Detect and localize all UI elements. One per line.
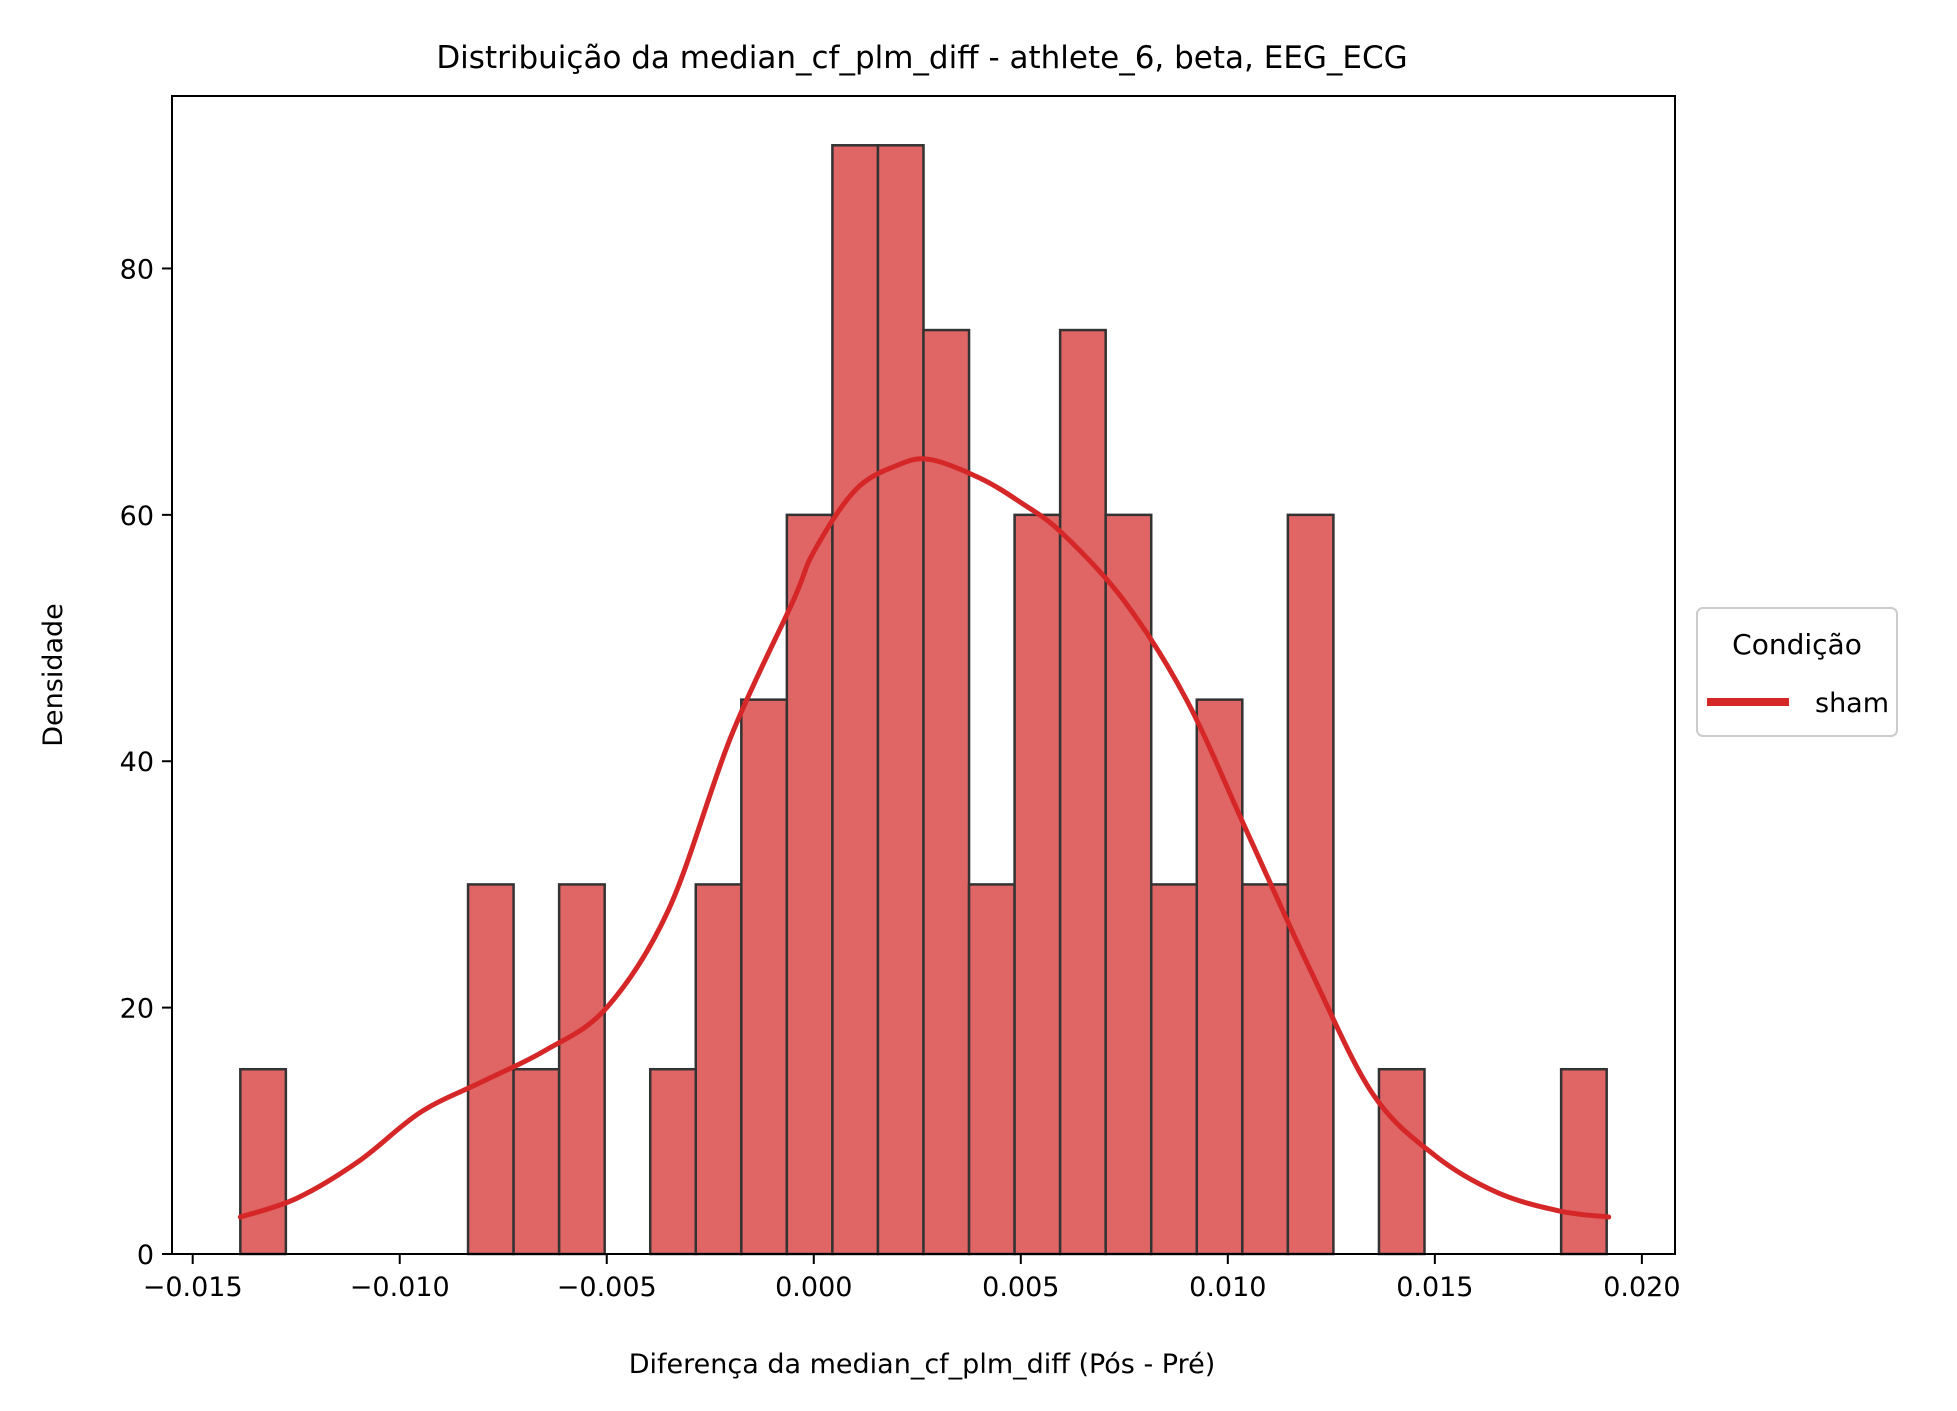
histogram-bars bbox=[239, 144, 1608, 1256]
histogram-bar bbox=[1241, 883, 1290, 1256]
x-tick-label: 0.020 bbox=[1603, 1272, 1680, 1303]
histogram-bar bbox=[512, 1067, 561, 1256]
x-tick-label: 0.015 bbox=[1396, 1272, 1473, 1303]
y-tick-label: 20 bbox=[120, 994, 154, 1025]
histogram-bar bbox=[785, 513, 834, 1256]
y-axis-label: Densidade bbox=[38, 603, 69, 747]
legend-title: Condição bbox=[1732, 628, 1862, 661]
plot-area-frame bbox=[171, 95, 1676, 1255]
x-tick-label: 0.000 bbox=[775, 1272, 852, 1303]
y-axis-ticks: 0 20 40 60 80 bbox=[120, 254, 172, 1271]
histogram-bar bbox=[1104, 513, 1153, 1256]
y-tick-label: 60 bbox=[120, 501, 154, 532]
x-tick-label: 0.010 bbox=[1189, 1272, 1266, 1303]
histogram-bar bbox=[740, 698, 789, 1256]
legend: Condição sham bbox=[1696, 607, 1898, 737]
histogram-bar bbox=[1149, 883, 1199, 1256]
x-axis-ticks: −0.015 −0.010 −0.005 0.000 0.005 0.010 0.015 0.… bbox=[143, 1254, 1681, 1303]
y-tick-label: 40 bbox=[120, 747, 154, 778]
y-tick-label: 80 bbox=[120, 254, 154, 285]
histogram-bar bbox=[1559, 1067, 1608, 1256]
histogram-bar bbox=[694, 883, 743, 1256]
histogram-bar bbox=[557, 883, 606, 1256]
histogram-bar bbox=[1377, 1067, 1426, 1256]
chart-title: Distribuição da median_cf_plm_diff - ath… bbox=[436, 40, 1407, 76]
kde-curve-sham bbox=[237, 456, 1612, 1220]
histogram-bar bbox=[1013, 513, 1062, 1256]
histogram-bar bbox=[1195, 698, 1244, 1256]
histogram-bar bbox=[239, 1067, 288, 1256]
histogram-bar bbox=[648, 1067, 698, 1256]
x-tick-label: −0.015 bbox=[143, 1272, 243, 1303]
y-tick-label: 0 bbox=[137, 1240, 154, 1271]
histogram-bar bbox=[967, 883, 1016, 1256]
x-tick-label: −0.005 bbox=[557, 1272, 657, 1303]
x-tick-label: −0.010 bbox=[350, 1272, 450, 1303]
histogram-bar bbox=[1058, 328, 1107, 1256]
legend-label-sham: sham bbox=[1815, 688, 1889, 719]
x-tick-label: 0.005 bbox=[982, 1272, 1059, 1303]
histogram-bar bbox=[1286, 513, 1335, 1256]
x-axis-label: Diferença da median_cf_plm_diff (Pós - P… bbox=[629, 1349, 1216, 1380]
histogram-bar bbox=[876, 144, 925, 1256]
histogram-bar bbox=[831, 144, 880, 1256]
